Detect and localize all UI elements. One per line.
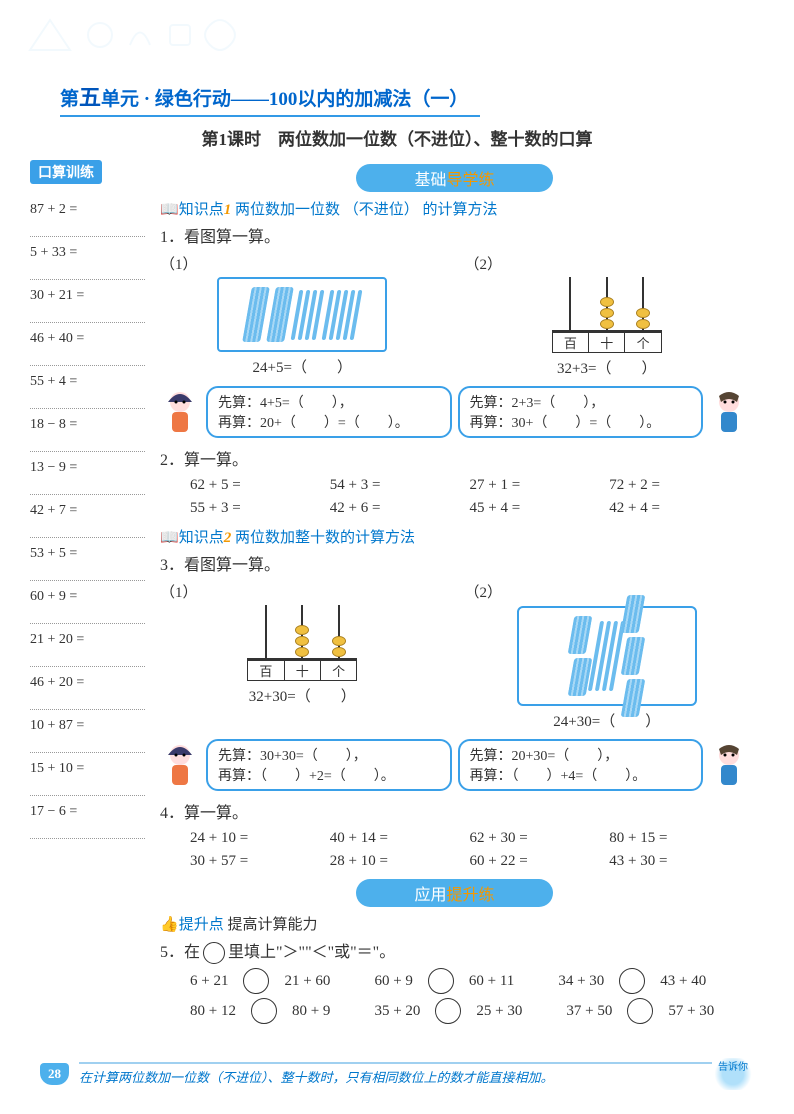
drill-item: 18 − 8 = [30,411,145,452]
drill-item: 46 + 20 = [30,669,145,710]
q3-eq2: 24+30=（ ） [465,710,750,731]
q3-part1: （1） [160,581,445,602]
lesson-title: 第1课时 两位数加一位数（不进位）、整十数的口算 [30,125,764,150]
drill-item: 30 + 21 = [30,282,145,323]
drill-item: 15 + 10 = [30,755,145,796]
q1-part2: （2） [465,253,750,274]
drill-item: 5 + 33 = [30,239,145,280]
q4-grid: 24 + 10 =40 + 14 =62 + 30 =80 + 15 = 30 … [190,827,749,873]
q3-eq1: 32+30=（ ） [160,685,445,706]
mental-math-sidebar: 口算训练 87 + 2 = 5 + 33 = 30 + 21 = 46 + 40… [30,160,145,1028]
drill-item: 60 + 9 = [30,583,145,624]
girl-avatar-icon [160,388,200,436]
knowledge-point-2: 📖知识点2 两位数加整十数的计算方法 [160,526,749,547]
q1-eq1: 24+5=（ ） [160,356,445,377]
sidebar-tag: 口算训练 [30,160,102,184]
abacus-32-30: 百十个 [247,605,357,681]
abacus-32-3: 百十个 [552,277,662,353]
q1-speech2: 先算：2+3=（ ），再算：30+（ ）=（ ）。 [458,386,704,438]
drill-item: 17 − 6 = [30,798,145,839]
boy-avatar-icon [709,388,749,436]
upgrade-point: 👍提升点 提高计算能力 [160,913,749,934]
q5-title: 5．在里填上"＞""＜"或"＝"。 [160,938,749,964]
unit-header: 第五单元 · 绿色行动——100以内的加减法（一） [60,80,480,117]
q5-row1: 6 + 2121 + 60 60 + 960 + 11 34 + 3043 + … [190,968,749,994]
drill-item: 13 − 9 = [30,454,145,495]
q3-part2: （2） [465,581,750,602]
drill-item: 42 + 7 = [30,497,145,538]
girl-avatar-icon [160,741,200,789]
q3-speech2: 先算：20+30=（ ），再算：（ ）+4=（ ）。 [458,739,704,791]
sticks-24-5 [217,277,387,352]
q2-title: 2．算一算。 [160,446,749,470]
drill-item: 46 + 40 = [30,325,145,366]
drill-item: 21 + 20 = [30,626,145,667]
q3-speech1: 先算：30+30=（ ），再算：（ ）+2=（ ）。 [206,739,452,791]
section-badge-basics: 基础导学练 [160,164,749,192]
page-footer: 28 在计算两位数加一位数（不进位）、整十数时，只有相同数位上的数才能直接相加。… [40,1058,754,1090]
tell-you-icon: 告诉你 [712,1058,754,1090]
drill-item: 55 + 4 = [30,368,145,409]
q1-title: 1．看图算一算。 [160,223,749,247]
q1-speech1: 先算：4+5=（ ），再算：20+（ ）=（ ）。 [206,386,452,438]
boy-avatar-icon [709,741,749,789]
drill-item: 87 + 2 = [30,196,145,237]
footer-tip: 在计算两位数加一位数（不进位）、整十数时，只有相同数位上的数才能直接相加。 [79,1062,712,1086]
section-badge-apply: 应用提升练 [160,879,749,907]
q5-row2: 80 + 1280 + 9 35 + 2025 + 30 37 + 5057 +… [190,998,749,1024]
q1-eq2: 32+3=（ ） [465,357,750,378]
page-number: 28 [40,1063,69,1085]
sticks-24-30 [517,606,697,706]
knowledge-point-1: 📖知识点1 两位数加一位数 （不进位） 的计算方法 [160,198,749,219]
drill-item: 10 + 87 = [30,712,145,753]
drill-item: 53 + 5 = [30,540,145,581]
header-decoration [20,10,420,60]
q3-title: 3．看图算一算。 [160,551,749,575]
q2-grid: 62 + 5 =54 + 3 =27 + 1 =72 + 2 = 55 + 3 … [190,474,749,520]
q1-part1: （1） [160,253,445,274]
q4-title: 4．算一算。 [160,799,749,823]
